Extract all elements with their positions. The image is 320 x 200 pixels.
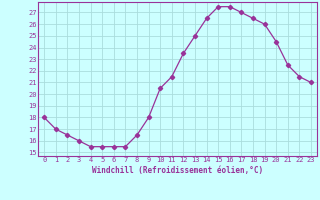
X-axis label: Windchill (Refroidissement éolien,°C): Windchill (Refroidissement éolien,°C) bbox=[92, 166, 263, 175]
